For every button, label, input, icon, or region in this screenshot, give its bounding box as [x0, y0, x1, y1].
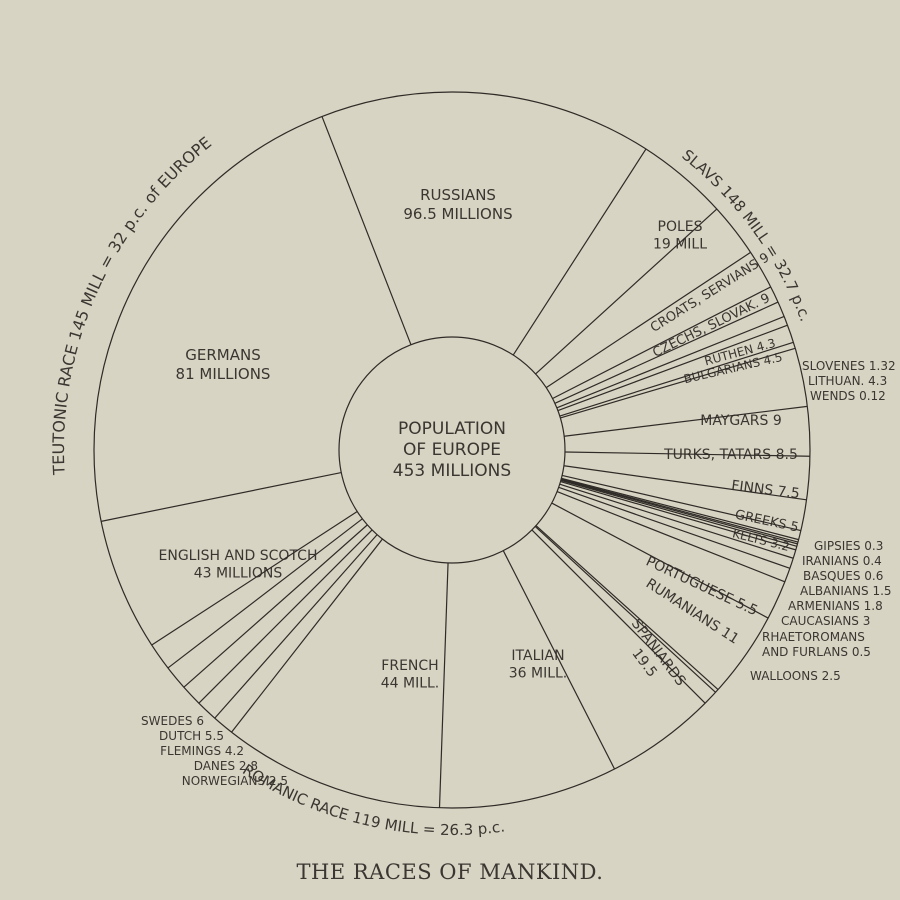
slice-english-and-scotch-divider [167, 518, 363, 669]
slice-iranians-0-4-divider [561, 478, 799, 543]
group-label-romanic: ROMANIC RACE 119 MILL = 26.3 p.c. [239, 761, 506, 839]
slice-croats-servians-9-divider [535, 208, 718, 375]
slice-wends-0-12-label: WENDS 0.12 [810, 389, 886, 403]
slice-lithuan-4-3: LITHUAN. 4.3 [557, 324, 887, 412]
slice-walloons-2-5-label: WALLOONS 2.5 [750, 669, 841, 683]
slice-armenians-1-8-divider [560, 480, 796, 551]
slice-czechs-slovak-9-divider [545, 251, 751, 389]
slice-walloons-2-5: WALLOONS 2.5 [535, 525, 841, 690]
slice-lithuan-4-3-divider [557, 324, 788, 412]
slice-greeks-5-divider [563, 465, 807, 501]
slice-turks-tatars-8-5-divider [564, 405, 808, 437]
slice-dutch-5-5-divider [198, 529, 373, 704]
slice-poles-divider [512, 148, 647, 356]
slice-flemings-4-2-divider [214, 534, 378, 719]
slice-wends-0-12: WENDS 0.12 [559, 341, 886, 417]
slice-gipsies-0-3-divider [561, 477, 799, 541]
slice-danes-2-8-label: DANES 2.8 [194, 759, 258, 773]
slice-swedes-6-divider [183, 524, 368, 688]
slice-caucasians-3: CAUCASIANS 3 [559, 483, 870, 628]
slice-germans-label: GERMANS 81 MILLIONS [176, 346, 271, 383]
slice-lithuan-4-3-label: LITHUAN. 4.3 [808, 374, 887, 388]
slice-flemings-4-2: FLEMINGS 4.2 [160, 534, 378, 758]
slice-bulgarians-4-5-divider [554, 301, 779, 404]
slice-maygars-9-divider [560, 347, 796, 419]
slice-danes-2-8: DANES 2.8 [194, 538, 383, 773]
slice-walloons-2-5-divider [535, 525, 719, 690]
slice-russians-divider [321, 116, 412, 345]
slice-caucasians-3-divider [559, 483, 794, 559]
slice-portuguese-5-5-divider [558, 486, 791, 569]
slice-ruthen-4-3-divider [552, 286, 771, 400]
slice-russians: RUSSIANS 96.5 MILLIONS [321, 116, 513, 345]
slice-french-label: FRENCH 44 MILL. [381, 658, 440, 692]
slice-slovenes-1-32: SLOVENES 1.32 [556, 315, 896, 409]
slice-norwegians-2-5-label: NORWEGIANS 2.5 [182, 774, 288, 788]
slice-french: FRENCH 44 MILL. [381, 550, 616, 770]
slice-english-and-scotch: ENGLISH AND SCOTCH 43 MILLIONS [159, 518, 363, 669]
pie-outer-ring [93, 91, 811, 809]
group-label-teutonic: TEUTONIC RACE 145 MILL = 32 p.c. of EURO… [49, 133, 215, 476]
slice-russians-label: RUSSIANS 96.5 MILLIONS [403, 186, 512, 223]
slice-slovenes-1-32-label: SLOVENES 1.32 [802, 359, 896, 373]
slice-english-and-scotch-label: ENGLISH AND SCOTCH 43 MILLIONS [159, 548, 318, 582]
slice-albanians-1-5-divider [560, 479, 797, 547]
slice-albanians-1-5-label: ALBANIANS 1.5 [800, 584, 892, 598]
slice-rhaetoromans-divider [551, 502, 769, 619]
slice-italian-divider [531, 529, 706, 704]
slice-poles-label: POLES 19 MILL [653, 219, 707, 253]
slice-armenians-1-8: ARMENIANS 1.8 [560, 480, 883, 613]
slice-gipsies-0-3-label: GIPSIES 0.3 [814, 539, 883, 553]
slice-finns-7-5-divider [564, 451, 810, 457]
slice-norwegians-2-5-divider [438, 562, 449, 808]
pie-center-circle [338, 336, 566, 564]
slice-italian-label: ITALIAN 36 MILL. [509, 648, 568, 682]
slice-spaniards-divider [534, 526, 716, 693]
slice-maygars-9-label: MAYGARS 9 [700, 413, 782, 429]
slice-basques-0-6-divider [560, 479, 798, 545]
center-label: POPULATION OF EUROPE 453 MILLIONS [393, 419, 511, 481]
slice-germans-divider [151, 511, 358, 646]
slice-slovenes-1-32-divider [556, 315, 785, 409]
slice-swedes-6-label: SWEDES 6 [141, 714, 204, 728]
slice-wends-0-12-divider [559, 341, 794, 417]
slice-danes-2-8-divider [231, 538, 383, 733]
slice-greeks-5: GREEKS 5 [563, 465, 807, 536]
slice-iranians-0-4: IRANIANS 0.4 [561, 478, 882, 568]
slice-poles: POLES 19 MILL [512, 148, 707, 356]
slice-final-divider [101, 471, 342, 522]
slice-dutch-5-5-label: DUTCH 5.5 [159, 729, 224, 743]
slice-basques-0-6-label: BASQUES 0.6 [803, 569, 883, 583]
slice-rhaetoromans: RHAETOROMANS AND FURLANS 0.5 [551, 502, 871, 659]
slice-dutch-5-5: DUTCH 5.5 [159, 529, 373, 743]
slice-iranians-0-4-label: IRANIANS 0.4 [802, 554, 882, 568]
slice-basques-0-6: BASQUES 0.6 [560, 479, 883, 583]
chart-title: THE RACES OF MANKIND. [296, 860, 604, 884]
slice-caucasians-3-label: CAUCASIANS 3 [781, 614, 870, 628]
slice-rhaetoromans-label: RHAETOROMANS AND FURLANS 0.5 [762, 630, 871, 659]
slice-albanians-1-5: ALBANIANS 1.5 [560, 479, 892, 598]
slice-armenians-1-8-label: ARMENIANS 1.8 [788, 599, 883, 613]
slice-norwegians-2-5: NORWEGIANS 2.5 [182, 562, 449, 808]
slice-flemings-4-2-label: FLEMINGS 4.2 [160, 744, 244, 758]
slice-french-divider [502, 550, 616, 770]
slice-swedes-6: SWEDES 6 [141, 524, 368, 728]
slice-italian: ITALIAN 36 MILL. [509, 529, 706, 704]
slice-germans: GERMANS 81 MILLIONS [151, 346, 358, 646]
slice-kelts-3-2-divider [561, 474, 801, 532]
slice-rumanians-11-divider [556, 491, 786, 583]
slice-gipsies-0-3: GIPSIES 0.3 [561, 477, 883, 553]
